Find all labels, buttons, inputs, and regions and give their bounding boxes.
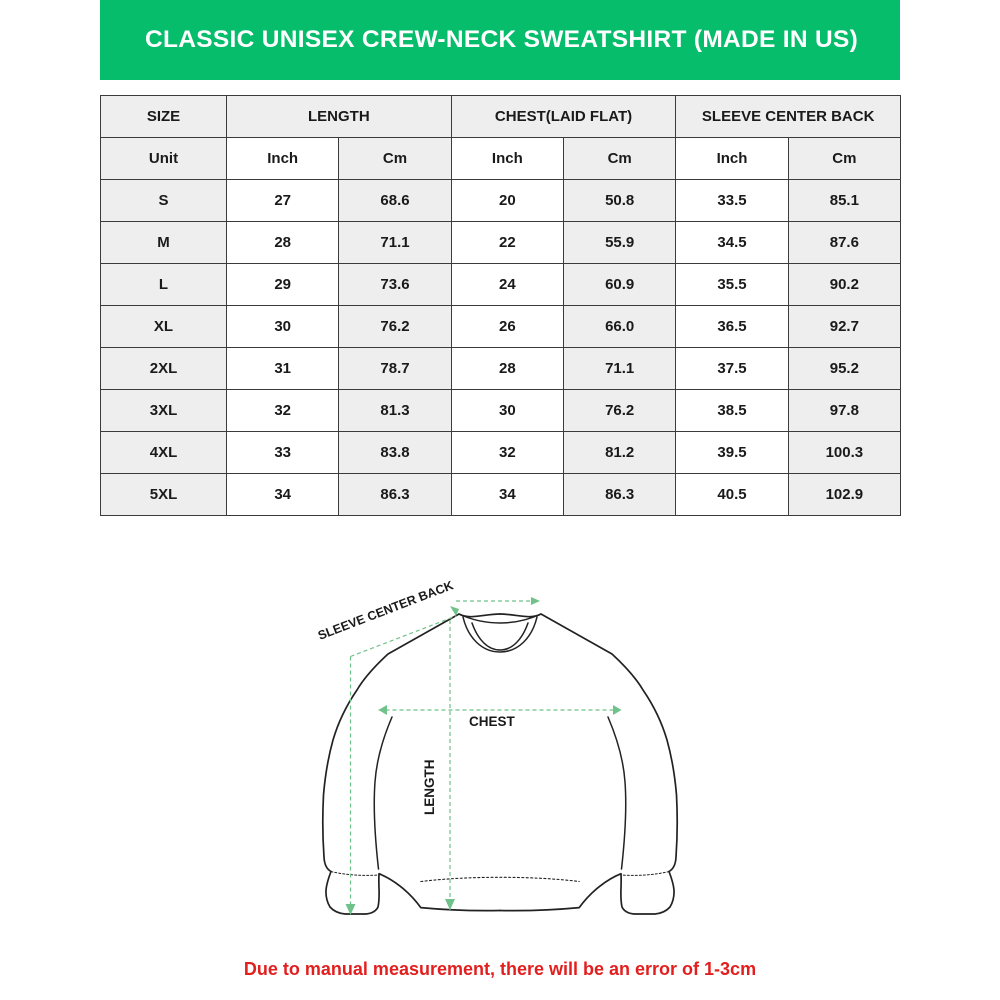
svg-text:CHEST: CHEST [469, 714, 516, 729]
svg-text:LENGTH: LENGTH [422, 760, 437, 816]
svg-text:SLEEVE CENTER BACK: SLEEVE CENTER BACK [316, 578, 455, 643]
